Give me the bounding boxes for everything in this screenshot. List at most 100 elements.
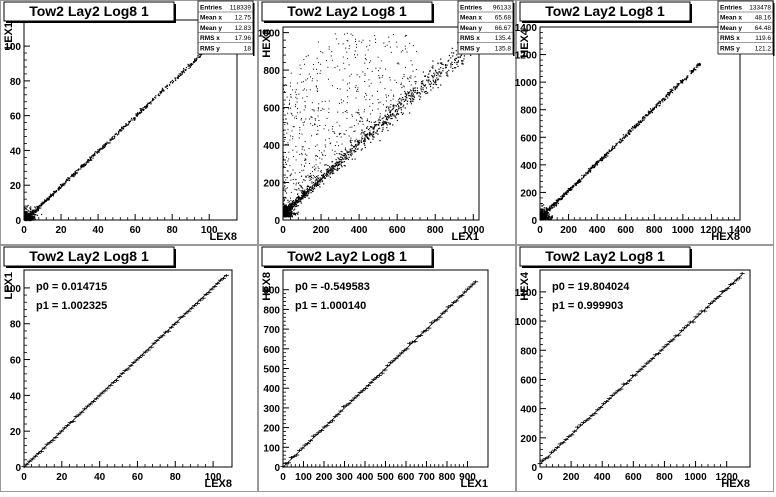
data-point [378, 123, 380, 125]
data-point [355, 119, 357, 121]
data-point [34, 219, 37, 221]
data-point [296, 101, 298, 103]
x-tick-label: 100 [295, 472, 312, 483]
data-point [297, 193, 299, 195]
data-point [377, 128, 380, 130]
data-point [577, 181, 579, 183]
x-tick-label: 400 [357, 472, 374, 483]
data-point [97, 149, 99, 151]
data-point [416, 89, 419, 92]
data-point [34, 209, 37, 211]
data-point [368, 137, 370, 140]
data-point [322, 153, 324, 155]
data-point [33, 215, 36, 217]
data-point [341, 157, 343, 159]
data-point [283, 206, 285, 208]
data-point [698, 63, 700, 66]
data-point [365, 59, 367, 61]
data-point [460, 54, 462, 57]
data-point [619, 138, 622, 140]
data-point [655, 106, 657, 108]
data-point [416, 50, 418, 52]
data-point [408, 95, 410, 97]
data-point [342, 158, 344, 160]
data-point [102, 146, 105, 148]
data-point [169, 81, 172, 84]
x-axis-label: HEX8 [721, 478, 750, 490]
data-point [669, 89, 671, 91]
data-point [299, 201, 301, 203]
data-point [635, 123, 637, 125]
data-point [412, 95, 414, 97]
title-shadow [264, 266, 434, 268]
data-point [378, 70, 380, 72]
data-point [299, 197, 302, 199]
data-point [30, 216, 32, 218]
data-point [135, 115, 138, 117]
data-point [170, 80, 172, 83]
data-point [373, 128, 375, 130]
plot-frame [539, 269, 751, 468]
data-point [390, 103, 392, 105]
data-point [83, 163, 85, 166]
data-point [341, 161, 343, 163]
data-point [28, 213, 30, 215]
data-point [285, 205, 287, 207]
data-point [446, 74, 448, 77]
data-point [565, 192, 568, 195]
data-point [290, 203, 292, 205]
data-point [338, 164, 340, 166]
data-point [693, 68, 695, 71]
data-point [340, 160, 342, 162]
data-point [412, 90, 414, 92]
data-point [285, 192, 287, 194]
data-point [590, 167, 592, 169]
data-point [549, 208, 552, 210]
data-point [184, 69, 186, 71]
data-point [334, 163, 336, 165]
data-point [362, 131, 364, 133]
data-point [284, 204, 286, 207]
x-tick-label: 80 [167, 225, 179, 236]
data-point [342, 155, 344, 157]
data-point [323, 108, 325, 110]
data-point [300, 164, 302, 166]
data-point [284, 176, 286, 178]
x-tick-label: 0 [537, 472, 543, 483]
data-point [669, 93, 671, 95]
data-point [73, 173, 75, 176]
title-shadow [174, 249, 176, 268]
data-point [77, 170, 79, 172]
data-point [694, 69, 696, 71]
data-point [550, 216, 553, 218]
data-point [416, 91, 419, 94]
data-point [422, 87, 424, 89]
data-point [544, 217, 546, 219]
data-point [120, 130, 122, 132]
data-point [303, 191, 305, 193]
data-point [427, 76, 429, 78]
data-point [404, 66, 406, 68]
data-point [74, 171, 76, 173]
y-tick-label: 20 [10, 427, 22, 438]
data-point [357, 111, 359, 113]
data-point [311, 176, 313, 178]
data-point [647, 114, 649, 116]
data-point [307, 78, 309, 80]
data-point [543, 208, 545, 210]
data-point [405, 93, 407, 95]
data-point [65, 180, 67, 183]
data-point [297, 196, 299, 198]
data-point [304, 153, 306, 155]
data-point [370, 141, 372, 143]
data-point [346, 117, 348, 119]
data-point [312, 182, 315, 184]
data-point [41, 205, 43, 207]
data-point [304, 196, 306, 198]
data-point [109, 142, 111, 144]
data-point [315, 85, 317, 87]
data-point [306, 194, 308, 196]
title-shadow [690, 249, 692, 268]
data-point [318, 103, 320, 105]
data-point [300, 185, 302, 187]
